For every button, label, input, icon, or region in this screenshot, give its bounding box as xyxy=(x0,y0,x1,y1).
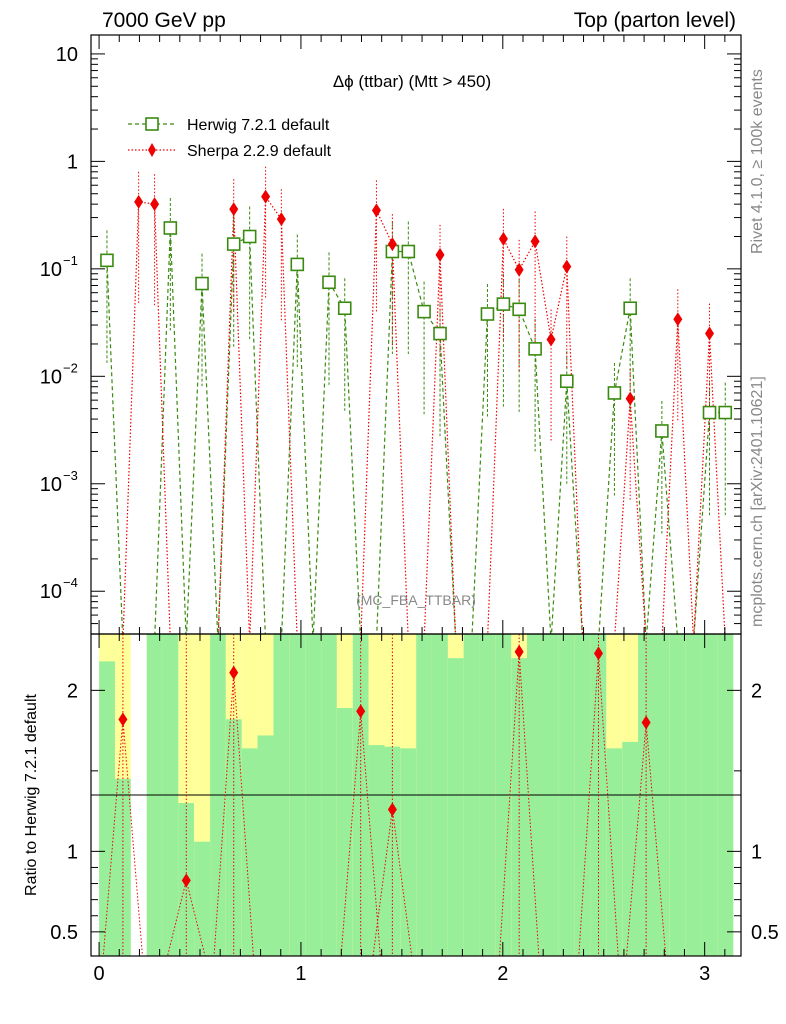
herwig-point xyxy=(226,237,241,251)
x-tick-label: 2 xyxy=(497,963,508,985)
sherpa-point xyxy=(134,194,144,209)
herwig-point xyxy=(607,386,622,400)
header-right: Top (parton level) xyxy=(574,9,736,32)
rivet-label: Rivet 4.1.0, ≥ 100k events xyxy=(749,69,766,254)
herwig-point xyxy=(480,307,495,321)
ratio-y-tick-label-right: 2 xyxy=(751,680,762,702)
herwig-point xyxy=(242,229,257,244)
y-tick-exponent: −2 xyxy=(63,360,78,375)
sherpa-point xyxy=(705,326,715,341)
plot-title: Δϕ (ttbar) (Mtt > 450) xyxy=(333,72,491,91)
sherpa-point xyxy=(625,391,635,406)
y-tick-label: 10 xyxy=(40,259,62,281)
ratio-y-tick-label-left: 1 xyxy=(67,841,78,863)
sherpa-point xyxy=(387,237,397,252)
sherpa-ratio-point xyxy=(229,665,239,680)
sherpa-point xyxy=(673,312,683,327)
band-inner-bin xyxy=(115,778,131,956)
sherpa-point xyxy=(546,332,556,347)
herwig-point xyxy=(290,257,305,272)
sherpa-point xyxy=(229,202,239,217)
y-tick-label: 10 xyxy=(40,366,62,388)
herwig-point xyxy=(496,297,511,311)
sherpa-ratio-point xyxy=(593,646,603,661)
sherpa-point xyxy=(150,197,160,212)
y-tick-label: 10 xyxy=(40,474,62,496)
sherpa-ratio-point xyxy=(641,715,651,730)
main-plot-series xyxy=(100,166,733,647)
analysis-watermark: (MC_FBA_TTBAR) xyxy=(356,592,476,608)
herwig-point xyxy=(134,638,143,647)
y-tick-label: 10 xyxy=(56,44,78,66)
herwig-point xyxy=(417,304,431,319)
herwig-point xyxy=(337,301,352,316)
sherpa-ratio-point xyxy=(356,704,366,719)
band-inner-bin xyxy=(99,661,116,956)
herwig-point xyxy=(322,275,336,290)
y-tick-exponent: −3 xyxy=(63,468,78,483)
band-inner-bin xyxy=(336,708,353,956)
sherpa-ratio-point xyxy=(387,802,397,817)
sherpa-point xyxy=(514,262,524,277)
herwig-point xyxy=(718,405,733,420)
legend-herwig-label: Herwig 7.2.1 default xyxy=(187,117,330,134)
y-tick-label: 10 xyxy=(40,581,62,603)
legend: Herwig 7.2.1 default Sherpa 2.2.9 defaul… xyxy=(128,117,332,160)
header-left: 7000 GeV pp xyxy=(102,9,226,32)
band-inner-bin xyxy=(368,745,385,956)
sherpa-point xyxy=(276,212,286,227)
sherpa-point xyxy=(371,203,381,218)
ratio-y-tick-label-right: 1 xyxy=(751,841,762,863)
band-inner-bin xyxy=(606,748,623,956)
herwig-point xyxy=(163,221,178,235)
ratio-plot-series xyxy=(102,634,667,956)
herwig-point xyxy=(512,302,526,317)
band-inner-bin xyxy=(194,841,211,956)
herwig-point xyxy=(195,276,209,291)
ratio-y-tick-label-left: 2 xyxy=(67,680,78,702)
sherpa-line xyxy=(122,194,726,634)
sherpa-ratio-point xyxy=(514,644,524,659)
sherpa-point xyxy=(530,234,540,249)
sherpa-point xyxy=(261,189,271,204)
x-tick-label: 1 xyxy=(295,963,306,985)
sherpa-ratio-point xyxy=(118,712,128,727)
y-tick-exponent: −4 xyxy=(63,575,78,590)
herwig-point xyxy=(623,301,637,316)
y-tick-label: 1 xyxy=(67,151,78,173)
x-tick-label: 0 xyxy=(94,963,105,985)
herwig-point xyxy=(433,326,447,341)
herwig-point xyxy=(702,405,717,420)
herwig-point xyxy=(401,244,416,259)
herwig-point xyxy=(655,424,669,438)
band-inner-bin xyxy=(257,735,274,956)
x-tick-label: 3 xyxy=(699,963,710,985)
herwig-point xyxy=(100,253,114,268)
legend-herwig: Herwig 7.2.1 default xyxy=(128,117,330,134)
legend-sherpa-label: Sherpa 2.2.9 default xyxy=(187,143,332,160)
band-inner-bin xyxy=(447,658,464,956)
legend-sherpa: Sherpa 2.2.9 default xyxy=(128,143,332,160)
band-inner-bin xyxy=(511,658,528,956)
sherpa-point xyxy=(498,231,508,246)
sherpa-ratio-line xyxy=(102,651,667,956)
mcplots-label: mcplots.cern.ch [arXiv:2401.10621] xyxy=(749,376,766,627)
sherpa-ratio-point xyxy=(181,873,191,888)
sherpa-point xyxy=(562,259,572,274)
sherpa-point xyxy=(435,247,445,262)
ratio-axis-label: Ratio to Herwig 7.2.1 default xyxy=(23,694,40,896)
herwig-point xyxy=(559,374,574,389)
band-inner-bin xyxy=(400,748,417,956)
herwig-point xyxy=(528,342,542,356)
herwig-line xyxy=(106,227,726,634)
band-inner-bin xyxy=(241,748,258,956)
ratio-y-tick-label-left: 0.5 xyxy=(50,922,78,944)
y-tick-exponent: −1 xyxy=(63,253,78,268)
sherpa-marker-icon xyxy=(148,143,156,157)
ratio-y-tick-label-right: 0.5 xyxy=(751,922,779,944)
ratio-plot-frame xyxy=(90,633,742,957)
herwig-marker-icon xyxy=(145,117,159,131)
